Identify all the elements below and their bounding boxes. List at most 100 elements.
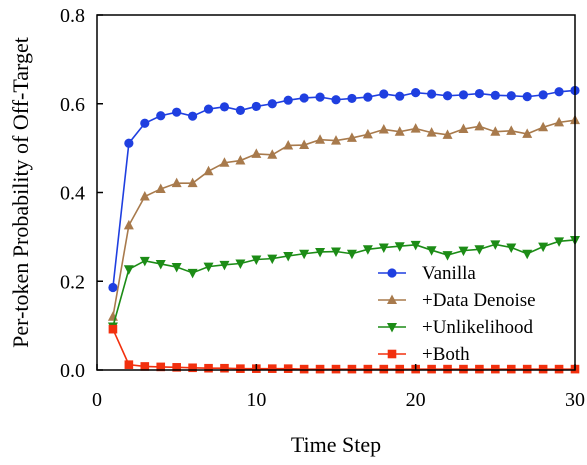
data-point — [267, 149, 278, 159]
data-point — [474, 88, 484, 99]
data-point — [459, 364, 468, 374]
data-point — [331, 247, 341, 258]
data-point — [554, 87, 564, 97]
data-point — [203, 104, 214, 114]
series-line — [112, 119, 576, 317]
data-point — [219, 260, 230, 271]
data-point — [395, 364, 405, 374]
legend-item: +Both — [378, 344, 470, 365]
data-point — [315, 364, 325, 374]
series-layer — [107, 85, 580, 374]
data-point — [251, 101, 261, 112]
data-point — [331, 364, 341, 374]
legend-item: +Unlikelihood — [378, 317, 533, 338]
x-axis-label: Time Step — [291, 432, 381, 457]
x-tick-label: 10 — [246, 389, 266, 411]
data-point — [155, 183, 166, 193]
data-point — [506, 91, 516, 101]
data-point — [172, 107, 182, 117]
data-point — [506, 243, 517, 254]
data-point — [299, 249, 310, 260]
series-line — [112, 239, 576, 327]
data-point — [188, 111, 198, 121]
data-point — [347, 93, 357, 104]
data-point — [410, 240, 421, 251]
legend-label: Vanilla — [422, 263, 476, 284]
y-axis-label: Per-token Probability of Off-Target — [8, 37, 33, 348]
data-point — [522, 249, 533, 260]
data-point — [124, 138, 134, 148]
data-point — [204, 363, 213, 373]
data-point — [299, 93, 309, 103]
data-point — [203, 165, 214, 176]
data-point — [139, 256, 150, 267]
data-point — [538, 121, 549, 132]
data-point — [522, 92, 532, 102]
data-point — [458, 123, 469, 134]
legend: Vanilla +Data Denoise +Unlikelihood +Both — [378, 263, 536, 365]
data-point — [363, 92, 373, 102]
data-point — [426, 127, 437, 137]
data-point — [123, 219, 134, 230]
data-point — [443, 364, 452, 374]
data-point — [362, 128, 373, 139]
data-point — [538, 364, 548, 374]
data-point — [171, 177, 182, 188]
legend-marker — [387, 323, 397, 333]
data-point — [522, 128, 533, 138]
data-point — [219, 102, 230, 112]
data-point — [220, 363, 229, 373]
data-point — [219, 157, 230, 167]
y-tick-label: 0.0 — [60, 360, 85, 382]
data-point — [315, 92, 325, 102]
data-point — [187, 268, 198, 279]
data-point — [538, 242, 549, 253]
legend-marker — [387, 349, 397, 359]
data-point — [394, 126, 405, 136]
data-point — [554, 237, 565, 247]
legend-marker — [387, 294, 397, 304]
data-point — [108, 324, 118, 334]
data-point — [427, 364, 436, 374]
data-point — [442, 91, 453, 101]
data-point — [155, 259, 166, 270]
data-point — [490, 90, 500, 100]
data-point — [362, 245, 373, 255]
x-tick-label: 0 — [92, 389, 102, 411]
y-tick-label: 0.8 — [60, 5, 85, 27]
data-point — [426, 246, 437, 256]
data-point — [188, 363, 197, 373]
legend-label: +Data Denoise — [422, 290, 536, 311]
data-point — [346, 132, 357, 142]
data-point — [522, 364, 532, 374]
data-point — [331, 95, 341, 105]
x-tick-label: 20 — [406, 389, 426, 411]
data-point — [156, 111, 166, 121]
data-point — [346, 249, 357, 260]
data-point — [251, 148, 262, 158]
data-point — [506, 125, 517, 135]
data-point — [108, 282, 118, 293]
data-point — [554, 364, 564, 374]
legend-marker — [387, 268, 397, 278]
data-point — [490, 126, 501, 136]
y-tick-label: 0.4 — [60, 183, 85, 205]
data-point — [236, 364, 245, 373]
series-line — [112, 89, 576, 288]
data-point — [490, 240, 501, 250]
data-point — [267, 99, 277, 109]
data-point — [395, 91, 405, 101]
data-point — [299, 139, 310, 150]
data-point — [140, 362, 150, 371]
data-point — [283, 139, 294, 150]
data-point — [283, 251, 294, 262]
data-point — [299, 364, 309, 374]
data-point — [283, 364, 293, 373]
data-point — [506, 364, 516, 374]
data-point — [251, 255, 262, 266]
data-point — [235, 105, 245, 116]
series-vanilla — [108, 85, 580, 293]
data-point — [315, 247, 326, 258]
data-point — [379, 364, 389, 374]
